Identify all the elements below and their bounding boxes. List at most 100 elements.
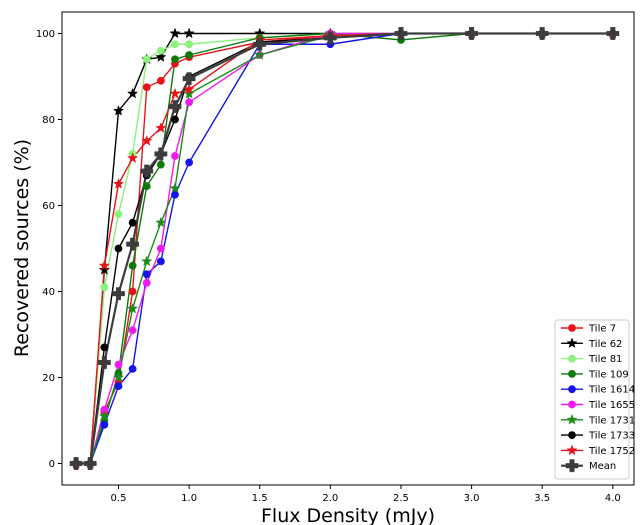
plot-frame <box>61 11 635 486</box>
data-point-tile-1752 <box>98 259 110 271</box>
x-axis-ticks: 0.5 1.0 1.5 2.0 2.5 3.0 3.5 4.0 <box>111 485 621 504</box>
data-point-tile-62 <box>112 104 125 116</box>
x-tick-label: 3.5 <box>534 493 550 504</box>
series-line-mean <box>76 32 613 465</box>
legend: Tile 7 Tile 62 Tile 81 Tile 109 Tile 1614 Til… <box>554 319 635 480</box>
legend-item-tile-1731: Tile 1731 <box>561 413 635 426</box>
data-point-tile-1752 <box>112 178 125 189</box>
data-point-tile-1752 <box>169 87 181 99</box>
data-point-tile-1731 <box>112 371 125 383</box>
y-tick-label: 0 <box>49 459 55 470</box>
data-point-tile-109 <box>156 160 165 169</box>
x-tick-label: 4.0 <box>605 493 621 504</box>
data-point-tile-81 <box>185 40 194 49</box>
legend-label: Mean <box>589 461 616 472</box>
data-point-mean <box>140 164 154 178</box>
data-point-tile-1731 <box>169 182 181 194</box>
data-point-tile-1655 <box>142 278 151 287</box>
data-point-tile-1614 <box>142 270 151 279</box>
series-lines <box>76 32 613 465</box>
data-point-tile-1733 <box>128 218 137 227</box>
series-line-tile-1655 <box>76 32 613 465</box>
legend-item-tile-1655: Tile 1655 <box>561 400 635 411</box>
data-point-tile-1733 <box>171 115 179 124</box>
data-point-tile-1731 <box>155 216 167 228</box>
data-point-tile-81 <box>114 210 123 218</box>
data-point-tile-1614 <box>128 364 137 373</box>
legend-marker <box>566 337 578 349</box>
data-point-tile-81 <box>156 46 165 55</box>
legend-item-tile-7: Tile 7 <box>561 324 616 335</box>
data-point-mean <box>182 72 196 86</box>
data-point-mean <box>112 287 125 301</box>
data-point-tile-1733 <box>100 343 109 352</box>
plot-area: 0.5 1.0 1.5 2.0 2.5 3.0 3.5 4.0 0 20 40 60 80 100 <box>36 11 635 504</box>
data-point-tile-1752 <box>155 122 167 133</box>
legend-marker <box>568 431 576 439</box>
data-point-tile-1655 <box>156 244 165 253</box>
legend-label: Tile 81 <box>588 354 622 365</box>
legend-item-tile-1614: Tile 1614 <box>561 385 635 396</box>
data-point-tile-1655 <box>185 98 194 107</box>
legend-label: Tile 1733 <box>588 431 635 442</box>
legend-item-tile-81: Tile 81 <box>561 354 622 365</box>
data-point-tile-1614 <box>100 420 109 429</box>
legend-marker <box>568 354 576 363</box>
legend-label: Tile 7 <box>588 324 616 335</box>
series-line-tile-81 <box>76 32 613 465</box>
y-axis-ticks: 0 20 40 60 80 100 <box>36 29 62 470</box>
data-point-tile-1655 <box>114 360 123 369</box>
y-tick-label: 80 <box>42 115 55 126</box>
legend-label: Tile 62 <box>588 339 622 350</box>
data-point-tile-1733 <box>114 244 123 253</box>
data-point-tile-1614 <box>185 158 194 167</box>
legend-label: Tile 1752 <box>588 446 635 457</box>
legend-label: Tile 1731 <box>588 415 635 426</box>
legend-item-tile-62: Tile 62 <box>561 337 622 350</box>
data-point-tile-1731 <box>254 49 266 60</box>
data-point-tile-1731 <box>141 255 153 267</box>
legend-marker <box>568 385 576 394</box>
x-tick-label: 1.5 <box>252 493 268 504</box>
data-point-mean <box>97 356 111 369</box>
data-point-tile-1731 <box>183 87 195 99</box>
legend-label: Tile 1655 <box>588 400 635 411</box>
legend-item-tile-1733: Tile 1733 <box>561 431 635 442</box>
series-line-tile-1733 <box>76 32 613 465</box>
y-tick-label: 60 <box>42 201 55 212</box>
data-point-mean <box>69 457 83 470</box>
data-point-mean <box>126 237 140 251</box>
data-point-mean <box>168 100 182 114</box>
x-tick-label: 3.0 <box>464 493 480 504</box>
data-point-tile-7 <box>142 83 151 92</box>
series-line-tile-1752 <box>76 32 613 465</box>
series-line-tile-1614 <box>76 32 613 465</box>
data-point-tile-7 <box>128 287 137 296</box>
data-point-tile-109 <box>128 261 137 270</box>
y-tick-label: 20 <box>42 373 55 384</box>
data-point-tile-109 <box>171 55 179 64</box>
data-point-tile-62 <box>98 264 110 275</box>
x-tick-label: 2.0 <box>322 493 338 504</box>
data-point-tile-1614 <box>156 257 165 266</box>
legend-marker <box>568 400 576 409</box>
data-point-tile-1752 <box>141 135 153 146</box>
data-point-tile-1614 <box>171 190 179 199</box>
data-point-tile-1752 <box>126 152 139 163</box>
x-tick-label: 0.5 <box>111 493 127 504</box>
data-point-tile-81 <box>100 283 109 292</box>
data-point-mean <box>535 27 549 40</box>
series-line-tile-1731 <box>76 32 613 465</box>
legend-marker <box>565 459 579 473</box>
legend-item-tile-109: Tile 109 <box>561 369 629 380</box>
data-point-tile-7 <box>156 76 165 85</box>
data-point-mean <box>465 27 478 40</box>
data-point-mean <box>606 27 620 40</box>
legend-marker <box>568 324 576 332</box>
data-point-tile-109 <box>142 182 151 191</box>
legend-item-mean: Mean <box>561 459 616 473</box>
data-point-tile-1655 <box>128 326 137 335</box>
data-point-tile-1752 <box>183 83 195 95</box>
data-point-tile-62 <box>126 87 139 99</box>
data-point-tile-62 <box>169 27 181 39</box>
